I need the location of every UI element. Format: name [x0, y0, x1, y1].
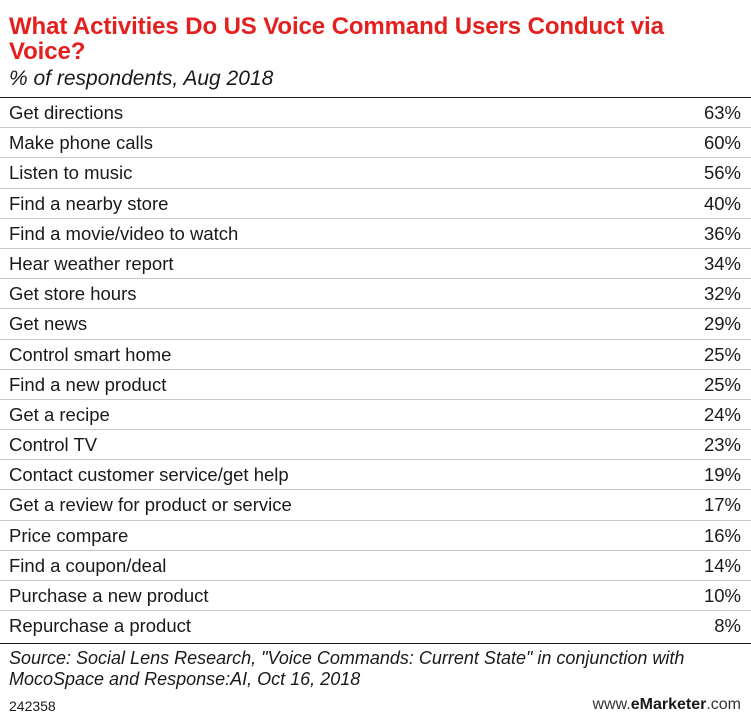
- chart-subtitle: % of respondents, Aug 2018: [9, 67, 274, 90]
- table-row: Get a review for product or service 17%: [0, 490, 751, 521]
- row-label: Find a new product: [9, 373, 167, 395]
- table-row: Find a movie/video to watch 36%: [0, 219, 751, 249]
- brand-suffix: .com: [706, 696, 741, 713]
- table-row: Control TV 23%: [0, 430, 751, 461]
- table-row: Control smart home 25%: [0, 340, 751, 370]
- row-label: Get a review for product or service: [9, 494, 292, 516]
- row-value: 10%: [703, 585, 741, 606]
- chart-id: 242358: [9, 698, 56, 714]
- row-value: 23%: [703, 434, 741, 456]
- row-value: 29%: [703, 313, 741, 335]
- row-label: Find a coupon/deal: [9, 554, 167, 576]
- row-value: 24%: [703, 403, 741, 425]
- row-label: Get store hours: [9, 283, 137, 305]
- chart-title: What Activities Do US Voice Command User…: [9, 13, 664, 65]
- table-row: Listen to music 56%: [0, 158, 751, 189]
- row-label: Find a nearby store: [9, 192, 169, 214]
- row-label: Get news: [9, 313, 88, 335]
- table-row: Find a coupon/deal 14%: [0, 551, 751, 581]
- source-note: Source: Social Lens Research, "Voice Com…: [9, 648, 685, 689]
- table-row: Repurchase a product 8%: [0, 611, 751, 641]
- row-value: 40%: [703, 192, 741, 214]
- row-value: 34%: [703, 252, 741, 274]
- row-label: Price compare: [9, 524, 129, 546]
- table-row: Get directions 63%: [0, 98, 751, 129]
- brand-logo: www.eMarketer.com: [592, 696, 741, 714]
- row-value: 16%: [703, 524, 741, 546]
- row-value: 25%: [703, 373, 741, 395]
- row-label: Get a recipe: [9, 403, 110, 425]
- row-label: Listen to music: [9, 162, 133, 184]
- table-row: Make phone calls 60%: [0, 128, 751, 159]
- top-divider: [0, 97, 751, 98]
- row-value: 36%: [703, 222, 741, 244]
- table-row: Get a recipe 24%: [0, 400, 751, 431]
- row-label: Purchase a new product: [9, 585, 209, 606]
- bottom-divider: [0, 643, 751, 644]
- table-row: Price compare 16%: [0, 521, 751, 551]
- table-row: Hear weather report 34%: [0, 249, 751, 280]
- row-label: Hear weather report: [9, 252, 174, 274]
- row-label: Control smart home: [9, 343, 172, 365]
- row-label: Repurchase a product: [9, 615, 192, 637]
- data-table: Get directions 63% Make phone calls 60% List…: [0, 98, 751, 641]
- row-value: 56%: [703, 162, 741, 184]
- row-label: Make phone calls: [9, 132, 153, 154]
- table-row: Contact customer service/get help 19%: [0, 460, 751, 491]
- table-row: Find a new product 25%: [0, 370, 751, 400]
- table-row: Get news 29%: [0, 309, 751, 340]
- table-row: Purchase a new product 10%: [0, 581, 751, 612]
- row-value: 25%: [703, 343, 741, 365]
- table-row: Get store hours 32%: [0, 279, 751, 310]
- row-value: 19%: [703, 464, 741, 486]
- brand-prefix: www.: [592, 696, 631, 713]
- row-value: 8%: [714, 615, 741, 637]
- row-label: Get directions: [9, 102, 124, 123]
- row-value: 14%: [703, 554, 741, 576]
- row-value: 17%: [703, 494, 741, 516]
- row-value: 32%: [703, 283, 741, 305]
- table-row: Find a nearby store 40%: [0, 189, 751, 219]
- row-label: Find a movie/video to watch: [9, 222, 239, 244]
- brand-name: eMarketer: [630, 696, 707, 713]
- row-label: Control TV: [9, 434, 98, 456]
- row-value: 63%: [703, 102, 741, 123]
- row-value: 60%: [703, 132, 741, 154]
- row-label: Contact customer service/get help: [9, 464, 289, 486]
